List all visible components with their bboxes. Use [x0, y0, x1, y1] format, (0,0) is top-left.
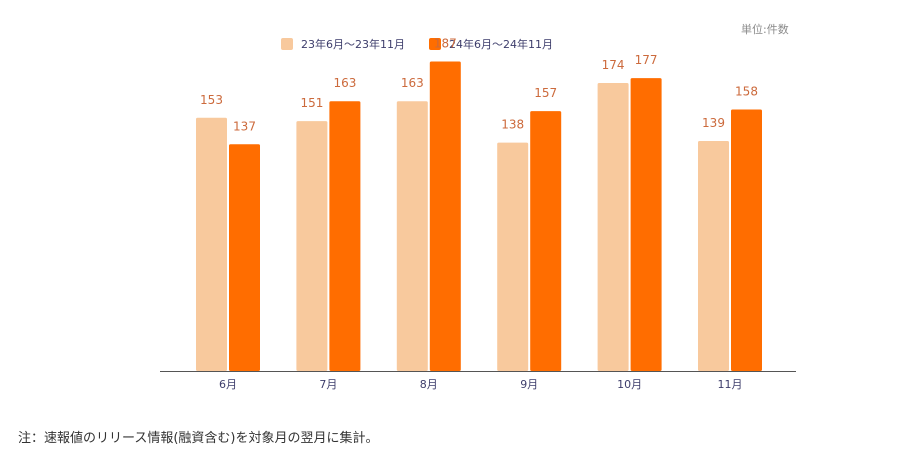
legend-swatch-series1	[281, 38, 293, 50]
bar-9月-series1	[497, 142, 529, 371]
legend-item-series2: 24年6月～24年11月	[429, 36, 553, 52]
bar-6月-series2	[229, 144, 260, 371]
x-tick-label: 7月	[319, 378, 337, 391]
bar-11月-series1	[698, 140, 729, 371]
value-label: 174	[602, 58, 625, 72]
footnote: 注：速報値のリリース情報(融資含む)を対象月の翌月に集計。	[18, 431, 379, 446]
value-label: 158	[735, 85, 758, 99]
x-tick-label: 8月	[420, 378, 438, 391]
bar-7月-series1	[296, 121, 328, 371]
bar-6月-series1	[196, 117, 227, 371]
value-label: 177	[635, 53, 658, 67]
x-tick-label: 10月	[617, 378, 642, 391]
value-label: 187	[434, 37, 457, 51]
value-label: 153	[200, 93, 223, 107]
legend-swatch-series2	[429, 38, 441, 50]
x-tick-label: 9月	[520, 378, 538, 391]
bar-7月-series2	[329, 101, 361, 372]
legend-label-series2: 24年6月～24年11月	[449, 38, 553, 51]
value-label: 157	[534, 86, 557, 100]
value-label: 137	[233, 119, 256, 133]
bar-9月-series2	[530, 111, 562, 371]
x-tick-label: 11月	[718, 378, 743, 391]
unit-label: 単位:件数	[741, 23, 789, 36]
value-label: 139	[702, 116, 725, 130]
value-label: 151	[300, 96, 323, 110]
chart-legend: 23年6月～23年11月 24年6月～24年11月	[281, 36, 553, 52]
bar-10月-series1	[597, 83, 629, 371]
bar-11月-series2	[731, 109, 762, 371]
value-label: 138	[501, 118, 524, 132]
legend-item-series1: 23年6月～23年11月	[281, 36, 405, 52]
x-tick-label: 6月	[219, 378, 237, 391]
value-label: 163	[333, 76, 356, 90]
legend-label-series1: 23年6月～23年11月	[301, 38, 405, 51]
bar-10月-series2	[630, 78, 662, 371]
bar-8月-series1	[396, 101, 428, 372]
bar-8月-series2	[429, 61, 461, 371]
value-label: 163	[401, 76, 424, 90]
